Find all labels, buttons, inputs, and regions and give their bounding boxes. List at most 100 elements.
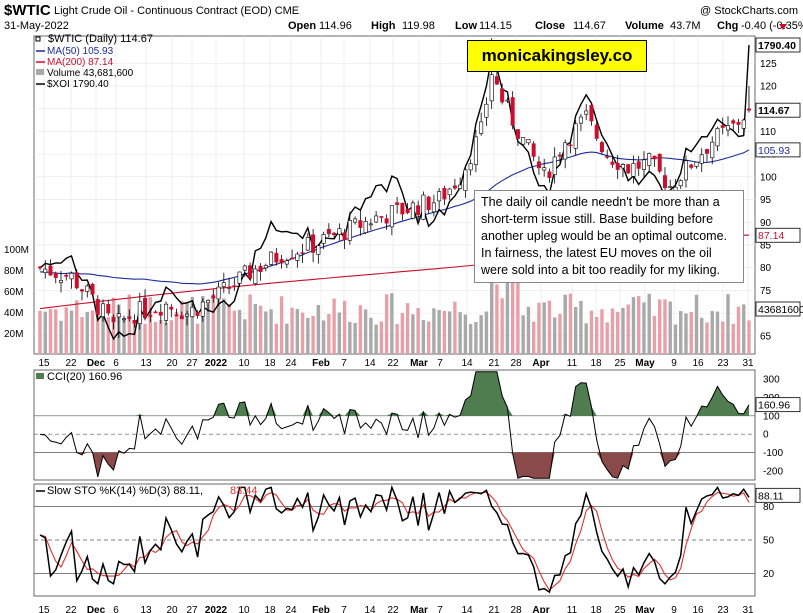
x-tick-label: 25 — [614, 358, 626, 369]
candle-up — [699, 154, 704, 164]
candle-down — [358, 220, 363, 228]
quote-value: 114.67 — [573, 20, 606, 32]
candle-down — [557, 154, 562, 157]
volume-bar — [568, 293, 573, 354]
volume-bar — [395, 323, 399, 354]
x-tick-label: 14 — [364, 358, 376, 369]
legend-ma50: MA(50) 105.93 — [47, 46, 114, 57]
volume-bar — [38, 310, 42, 354]
x-tick-label: 23 — [717, 358, 729, 369]
volume-bar — [747, 320, 751, 354]
candle-up — [710, 141, 715, 159]
volume-bar — [521, 315, 525, 354]
candle-up — [463, 169, 468, 191]
candle-up — [410, 202, 415, 219]
volume-bar — [689, 312, 693, 354]
candle-down — [536, 161, 541, 169]
quote-value: 43.7M — [670, 20, 701, 32]
y-tick-label: 85 — [760, 240, 772, 251]
candle-down — [400, 202, 405, 215]
volume-bar — [43, 311, 47, 354]
x-tick-label: 16 — [692, 605, 704, 613]
x-tick-label: 18 — [264, 605, 276, 613]
candle-down — [384, 218, 389, 224]
candle-down — [48, 265, 53, 276]
main-panel-frame — [33, 35, 756, 355]
date-label: 31-May-2022 — [4, 20, 69, 32]
volume-bar — [621, 307, 625, 354]
volume-bar — [316, 305, 321, 354]
candle-up — [458, 184, 463, 189]
candle-down — [311, 234, 316, 253]
candle-down — [510, 97, 515, 126]
candle-up — [725, 125, 730, 131]
x-tick-label: May — [635, 358, 655, 369]
volume-bar — [59, 320, 63, 354]
volume-bar — [374, 324, 378, 354]
x-tick-label: Mar — [410, 605, 428, 613]
x-tick-label: 6 — [113, 605, 119, 613]
volume-bar — [442, 311, 447, 354]
volume-bar — [673, 324, 678, 354]
candle-up — [715, 128, 720, 147]
close-last-label: 114.67 — [758, 105, 790, 117]
volume-bar — [684, 313, 688, 354]
stoch-legend-k: Slow STO %K(14) %D(3) 88.11, — [47, 485, 203, 497]
volume-bar — [705, 322, 709, 354]
volume-bar — [75, 300, 79, 354]
volume-bar — [332, 298, 336, 354]
volume-bar — [348, 321, 352, 354]
volume-bar — [642, 302, 646, 354]
x-tick-label: 18 — [590, 358, 602, 369]
candle-down — [736, 122, 741, 125]
volume-tick-label: 100M — [4, 245, 29, 256]
candle-up — [542, 167, 547, 171]
copyright-text: @ StockCharts.com — [700, 5, 798, 17]
x-tick-label: May — [635, 605, 655, 613]
volume-bar — [384, 294, 389, 354]
cci-tick-label: -100 — [763, 448, 783, 459]
candle-down — [279, 259, 284, 264]
volume-bar — [742, 304, 746, 354]
instrument-name: Light Crude Oil - Continuous Contract (E… — [54, 5, 299, 17]
candle-up — [431, 202, 436, 213]
volume-bar — [458, 312, 462, 354]
quote-value: 114.96 — [319, 20, 352, 32]
volume-bar — [206, 303, 210, 354]
volume-bar — [243, 319, 247, 354]
volume-bar — [547, 300, 552, 354]
volume-bar — [474, 321, 478, 354]
y-tick-label: 125 — [760, 59, 777, 70]
candle-up — [741, 119, 746, 129]
x-tick-label: 9 — [671, 358, 677, 369]
volume-bar — [589, 310, 594, 354]
stoch-last-label: 88.11 — [758, 490, 784, 502]
candle-down — [111, 316, 116, 323]
y-tick-label: 65 — [760, 331, 772, 342]
candle-down — [416, 205, 421, 215]
volume-bar — [85, 311, 89, 354]
cci-tick-label: -200 — [763, 466, 783, 477]
volume-bar — [264, 311, 268, 354]
x-tick-label: 22 — [387, 605, 399, 613]
volume-bar — [80, 317, 84, 354]
legend-main: $WTIC (Daily) 114.67 — [48, 33, 153, 45]
volume-bar — [211, 294, 216, 354]
x-tick-label: Feb — [312, 605, 330, 613]
volume-bar — [658, 299, 662, 354]
cci-line — [39, 371, 750, 479]
cci-legend: CCI(20) 160.96 — [47, 371, 122, 383]
volume-bar — [526, 306, 531, 354]
volume-bar — [416, 307, 420, 354]
xoi-line — [39, 45, 750, 341]
volume-bar — [447, 311, 452, 354]
cci-last-label: 160.96 — [758, 400, 790, 412]
candle-up — [263, 264, 268, 269]
candle-down — [106, 304, 111, 314]
x-tick-label: 25 — [614, 605, 626, 613]
legend-candle-icon — [35, 36, 41, 42]
volume-bar — [679, 311, 683, 354]
quote-label: Low — [455, 20, 477, 32]
candle-up — [479, 121, 484, 134]
candle-down — [610, 161, 615, 165]
